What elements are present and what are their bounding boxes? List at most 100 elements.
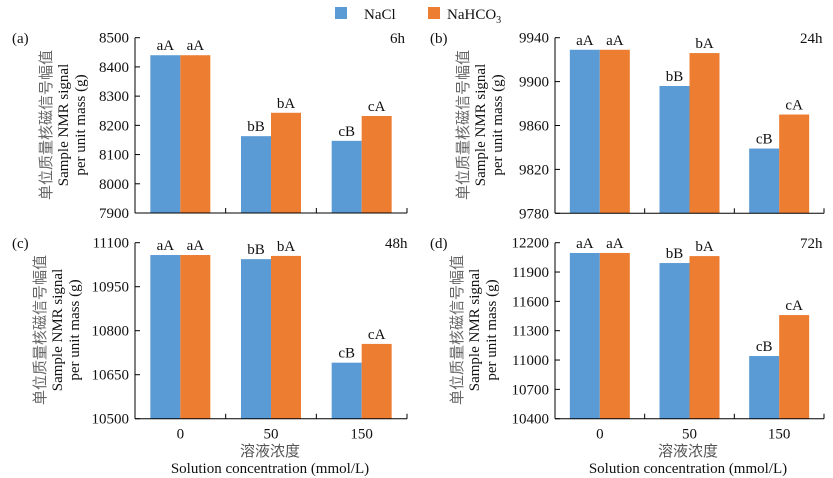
x-tick-label-d: 150 (768, 427, 791, 443)
legend-swatch-nacl (335, 7, 347, 19)
y-tick-label-a: 8000 (99, 177, 129, 193)
bar-label-a-nacl-150: cB (338, 124, 355, 140)
legend: NaCl NaHCO3 (335, 7, 501, 26)
bar-label-a-nahco3-0: aA (187, 38, 205, 54)
bar-b-nacl-150 (749, 148, 780, 214)
bar-d-nahco3-150 (779, 315, 810, 419)
y-axis-label-cn-a: 单位质量核磁信号幅值 (38, 50, 55, 200)
x-tick-label-d: 0 (596, 427, 604, 443)
y-tick-label-b: 9820 (519, 162, 549, 178)
bar-d-nacl-0 (569, 252, 600, 419)
y-tick-label-a: 7900 (99, 206, 129, 222)
bar-a-nahco3-150 (361, 116, 392, 213)
bar-c-nahco3-0 (180, 255, 211, 419)
bar-label-c-nacl-50: bB (247, 242, 265, 258)
bar-label-d-nahco3-50: bA (695, 239, 714, 255)
y-tick-label-a: 8300 (99, 89, 129, 105)
y-tick-label-c: 10950 (92, 280, 130, 296)
bar-label-c-nacl-150: cB (338, 346, 355, 362)
bar-d-nacl-50 (659, 263, 690, 419)
x-tick-label-c: 150 (350, 427, 373, 443)
y-axis-label-en-line2-d: per unit mass (g) (484, 279, 500, 380)
bar-label-b-nahco3-50: bA (695, 36, 714, 52)
bar-label-b-nahco3-0: aA (606, 33, 624, 49)
panel-b: 9780 9820 9860 9900 9940 aA aA bB bA cB cA (519, 31, 825, 222)
y-tick-label-d: 11000 (512, 353, 549, 369)
bar-c-nacl-50 (241, 259, 271, 419)
legend-label-nacl: NaCl (364, 7, 396, 23)
bar-label-a-nacl-50: bB (247, 119, 265, 135)
bar-b-nahco3-50 (689, 53, 720, 214)
panel-a-labels: (a) 6h 单位质量核磁信号幅值 Sample NMR signal per … (12, 31, 406, 200)
time-label-c: 48h (385, 236, 408, 252)
x-tick-label-c: 50 (264, 427, 279, 443)
y-axis-label-cn-d: 单位质量核磁信号幅值 (449, 255, 466, 405)
bar-b-nahco3-0 (599, 49, 630, 214)
panel-d: 10400 10700 11000 11300 11600 11900 12200 aA aA 0… (512, 236, 825, 443)
panel-d-labels: (d) 72h 单位质量核磁信号幅值 Sample NMR signal per… (430, 236, 823, 477)
y-tick-label-b: 9860 (519, 119, 549, 135)
time-label-a: 6h (390, 31, 406, 47)
y-axis-label-en-line2-b: per unit mass (g) (490, 74, 506, 175)
bar-label-d-nacl-150: cB (756, 339, 773, 355)
bar-label-b-nacl-50: bB (666, 69, 684, 85)
bar-a-nahco3-0 (180, 55, 211, 214)
y-tick-label-d: 10700 (512, 382, 550, 398)
panel-b-labels: (b) 24h 单位质量核磁信号幅值 Sample NMR signal per… (430, 31, 823, 200)
bar-label-d-nacl-0: aA (576, 236, 594, 252)
bar-a-nacl-0 (150, 55, 181, 214)
bar-d-nahco3-50 (689, 256, 720, 419)
legend-label-nahco3-main: NaHCO (447, 7, 496, 23)
y-tick-label-d: 11300 (512, 324, 549, 340)
y-axis-label-cn-b: 单位质量核磁信号幅值 (455, 50, 472, 200)
x-axis-label-en-d: Solution concentration (mmol/L) (589, 461, 787, 477)
bar-label-c-nahco3-50: bA (277, 239, 296, 255)
y-axis-label-en-line1-d: Sample NMR signal (467, 269, 483, 392)
bar-label-a-nahco3-50: bA (277, 96, 296, 112)
bar-c-nacl-150 (331, 362, 362, 419)
y-tick-label-d: 12200 (512, 236, 550, 252)
y-tick-label-b: 9900 (519, 75, 549, 91)
x-axis-label-cn-c: 溶液浓度 (240, 443, 300, 460)
y-tick-label-a: 8200 (99, 118, 129, 134)
bar-b-nacl-50 (659, 85, 690, 214)
legend-swatch-nahco3 (428, 7, 440, 19)
bar-label-d-nacl-50: bB (666, 246, 684, 262)
y-tick-label-b: 9780 (519, 206, 549, 222)
y-tick-label-a: 8400 (99, 60, 129, 76)
y-tick-label-c: 11100 (93, 236, 129, 252)
y-tick-label-c: 10800 (92, 324, 130, 340)
panel-c: 10500 10650 10800 10950 11100 aA aA 0 bB bA 50 cB cA… (92, 236, 408, 443)
bar-d-nacl-150 (749, 356, 780, 419)
y-tick-label-d: 11600 (512, 294, 549, 310)
x-tick-label-d: 50 (682, 427, 697, 443)
legend-label-nahco3-subscript: 3 (496, 15, 501, 26)
time-label-b: 24h (800, 31, 823, 47)
y-tick-label-c: 10500 (92, 412, 130, 428)
y-tick-label-a: 8100 (99, 148, 129, 164)
bar-a-nacl-50 (241, 136, 271, 213)
y-tick-label-a: 8500 (99, 31, 129, 47)
y-tick-label-c: 10650 (92, 368, 130, 384)
y-tick-label-d: 10400 (512, 412, 550, 428)
panel-letter-c: (c) (12, 236, 29, 252)
bar-a-nahco3-50 (271, 112, 301, 213)
x-tick-label-c: 0 (177, 427, 185, 443)
bar-label-c-nahco3-0: aA (187, 238, 205, 254)
y-axis-label-en-line2-a: per unit mass (g) (73, 74, 89, 175)
bar-label-b-nacl-0: aA (576, 33, 594, 49)
x-axis-label-cn-d: 溶液浓度 (658, 443, 718, 460)
bar-label-c-nacl-0: aA (157, 238, 175, 254)
panel-letter-a: (a) (12, 31, 29, 47)
bar-label-d-nahco3-150: cA (785, 298, 803, 314)
y-axis-label-en-line1-b: Sample NMR signal (473, 64, 489, 187)
bar-c-nahco3-50 (271, 255, 301, 419)
bar-label-a-nahco3-150: cA (368, 99, 386, 115)
panel-letter-b: (b) (430, 31, 448, 47)
bar-a-nacl-150 (331, 140, 362, 213)
bar-label-d-nahco3-0: aA (606, 236, 624, 252)
y-axis-label-en-line1-a: Sample NMR signal (56, 64, 72, 187)
bar-label-b-nacl-150: cB (756, 132, 773, 148)
time-label-d: 72h (800, 236, 823, 252)
